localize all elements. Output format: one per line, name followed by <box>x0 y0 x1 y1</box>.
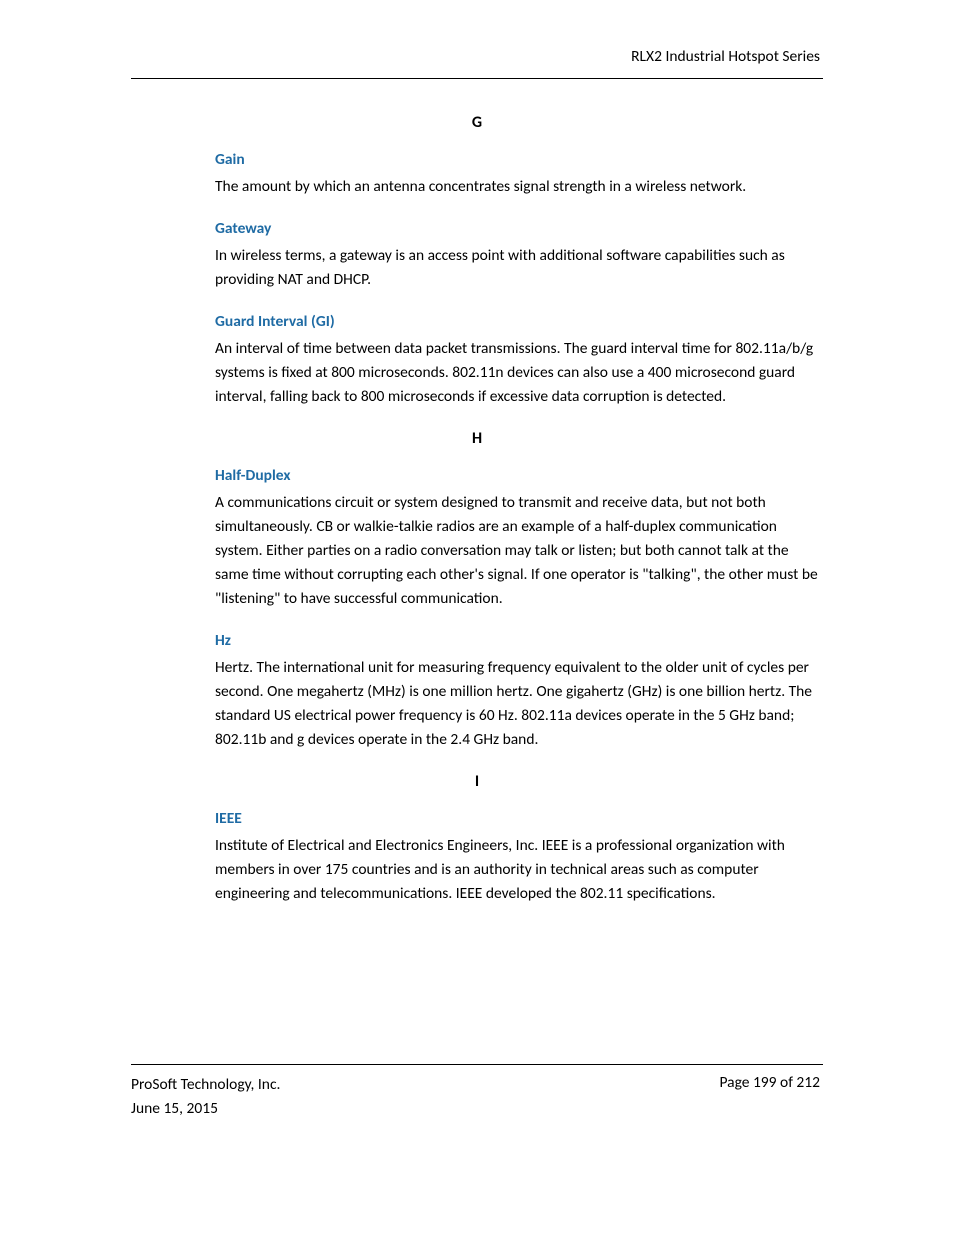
section-letter-g: G <box>215 113 819 132</box>
glossary-definition: An interval of time between data packet … <box>215 337 819 409</box>
page-header: RLX2 Industrial Hotspot Series <box>131 47 823 78</box>
section-letter-i: I <box>215 772 819 791</box>
glossary-term: Hz <box>215 631 819 650</box>
glossary-definition: Institute of Electrical and Electronics … <box>215 834 819 906</box>
footer-date: June 15, 2015 <box>131 1097 280 1121</box>
glossary-content: G Gain The amount by which an antenna co… <box>131 113 823 906</box>
glossary-term: Gateway <box>215 219 819 238</box>
glossary-definition: Hertz. The international unit for measur… <box>215 656 819 752</box>
glossary-term: IEEE <box>215 809 819 828</box>
header-title: RLX2 Industrial Hotspot Series <box>631 47 820 66</box>
footer-rule <box>131 1064 823 1065</box>
footer-page-number: Page 199 of 212 <box>719 1073 823 1121</box>
glossary-term: Half-Duplex <box>215 466 819 485</box>
footer-company: ProSoft Technology, Inc. <box>131 1073 280 1097</box>
glossary-definition: In wireless terms, a gateway is an acces… <box>215 244 819 292</box>
document-page: RLX2 Industrial Hotspot Series G Gain Th… <box>0 0 954 906</box>
page-footer: ProSoft Technology, Inc. June 15, 2015 P… <box>131 1064 823 1121</box>
section-letter-h: H <box>215 429 819 448</box>
glossary-term: Guard Interval (GI) <box>215 312 819 331</box>
glossary-definition: The amount by which an antenna concentra… <box>215 175 819 199</box>
glossary-definition: A communications circuit or system desig… <box>215 491 819 611</box>
glossary-term: Gain <box>215 150 819 169</box>
footer-row: ProSoft Technology, Inc. June 15, 2015 P… <box>131 1073 823 1121</box>
header-rule <box>131 78 823 79</box>
footer-left: ProSoft Technology, Inc. June 15, 2015 <box>131 1073 280 1121</box>
